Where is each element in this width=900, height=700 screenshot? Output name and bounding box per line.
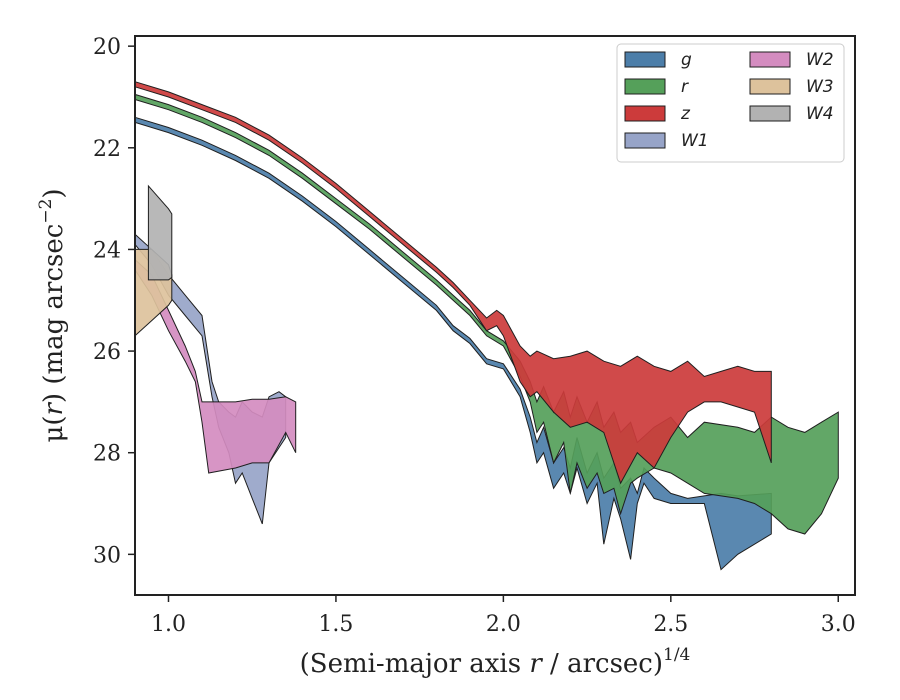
y-tick-label: 30: [93, 543, 121, 568]
legend: grz W1 W2 W3 W4: [616, 43, 845, 163]
legend-label-g: g: [681, 50, 692, 70]
x-tick-label: 3.0: [821, 612, 856, 637]
legend-label-w2: W2: [806, 50, 834, 70]
x-tick-label: 1.0: [151, 612, 186, 637]
band-w2: [134, 258, 297, 474]
x-axis-label: (Semi-major axis r / arcsec)1/4: [300, 645, 691, 679]
legend-label-w1: W1: [681, 131, 709, 151]
legend-box: [616, 43, 845, 163]
legend-swatch-w2: [749, 51, 791, 68]
x-tick-label: 2.5: [653, 612, 688, 637]
legend-swatch-g: [624, 51, 666, 68]
band-g: [134, 116, 772, 571]
y-axis-ticks: 20 22 24 26 28 30: [93, 35, 135, 568]
x-tick-label: 1.5: [318, 612, 353, 637]
legend-swatch-z: [624, 105, 666, 122]
plot-frame: [134, 35, 856, 596]
legend-swatch-w1: [624, 132, 666, 149]
y-axis-label: μ(r) (mag arcsec−2): [36, 188, 69, 442]
legend-label-r: r: [681, 77, 689, 97]
band-z: [134, 81, 772, 485]
legend-label-z: z: [680, 104, 691, 124]
legend-label-w3: W3: [806, 77, 834, 97]
legend-swatch-w3: [749, 78, 791, 95]
y-tick-label: 26: [93, 340, 121, 365]
y-tick-label: 20: [93, 35, 121, 60]
y-tick-label: 24: [93, 238, 121, 263]
profile-bands: [134, 81, 839, 571]
x-tick-label: 2.0: [486, 612, 521, 637]
y-tick-label: 22: [93, 137, 121, 162]
band-w4: [147, 184, 173, 281]
legend-swatch-w4: [749, 105, 791, 122]
legend-swatch-r: [624, 78, 666, 95]
x-axis-ticks: 1.0 1.5 2.0 2.5 3.0: [151, 595, 856, 637]
y-tick-label: 28: [93, 442, 121, 467]
legend-label-w4: W4: [806, 104, 834, 124]
